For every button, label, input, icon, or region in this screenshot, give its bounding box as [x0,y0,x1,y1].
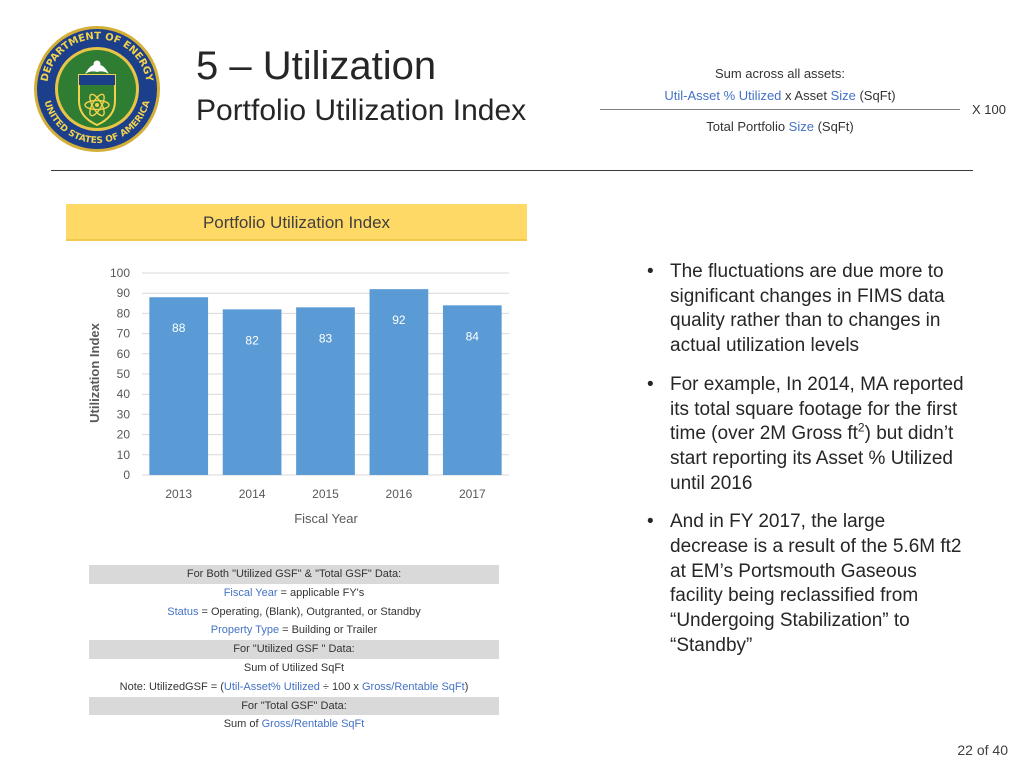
notes-property-type: Property Type [210,624,280,637]
notes-util-asset: Util-Asset% Utilized [223,680,320,693]
y-tick-label: 90 [117,286,131,300]
formula-multiplier: X 100 [972,102,1006,117]
notes-gross-rentable: Gross/Rentable SqFt [361,680,465,693]
notes-row: Fiscal Year = applicable FY's [89,584,499,603]
doe-seal-logo: DEPARTMENT OF ENERGY UNITED STATES OF AM… [34,26,160,152]
bullet-item: And in FY 2017, the large decrease is a … [646,510,966,658]
x-axis-label: Fiscal Year [294,511,358,526]
notes-row: For Both "Utilized GSF" & "Total GSF" Da… [89,565,499,584]
formula-denominator: Total Portfolio Size (SqFt) [600,119,960,134]
notes-times: ÷ 100 x [319,680,362,693]
slide-title: 5 – Utilization [196,44,437,88]
y-tick-label: 60 [117,347,131,361]
page-number: 22 of 40 [957,742,1008,758]
y-tick-label: 70 [117,327,131,341]
y-tick-label: 100 [110,266,130,280]
y-tick-label: 10 [117,448,131,462]
bar-2017 [442,305,502,475]
y-tick-label: 20 [117,428,131,442]
bar-2015 [296,307,355,475]
x-tick-label: 2015 [312,487,339,501]
formula-denominator-size: Size [788,119,814,134]
notes-fiscal-year: Fiscal Year [223,586,278,599]
formula-util-asset: Util-Asset % Utilized [664,88,782,103]
notes-row: Sum of Gross/Rentable SqFt [89,715,499,734]
utilization-bar-chart: 0 10 20 30 40 50 60 70 80 90 100 88 82 83 92 84 2013 20… [87,266,509,526]
notes-row: Note: UtilizedGSF = (Util-Asset% Utilize… [59,678,529,697]
formula-total-portfolio: Total Portfolio [706,119,789,134]
notes-status-value: = Operating, (Blank), Outgranted, or Sta… [198,605,421,618]
title-divider [51,170,973,171]
y-tick-label: 40 [117,387,131,401]
fraction-line [600,109,960,110]
bullet-text: For example, In 2014, MA reported its to… [670,373,964,445]
formula-unit: (SqFt) [855,88,896,103]
notes-utilized-gsf: Note: UtilizedGSF = ( [119,680,224,693]
chart-header: Portfolio Utilization Index [66,204,527,241]
notes-status: Status [167,605,199,618]
bar-2016 [369,289,429,475]
notes-row: For "Total GSF" Data: [89,696,499,716]
bar-value-label: 92 [392,313,406,327]
notes-property-type-value: = Building or Trailer [279,624,378,637]
y-axis-label: Utilization Index [87,322,102,422]
data-notes-table: For Both "Utilized GSF" & "Total GSF" Da… [89,565,499,734]
formula-block: Sum across all assets: Util-Asset % Util… [600,66,1020,146]
x-tick-label: 2017 [459,487,486,501]
formula-numerator: Util-Asset % Utilized x Asset Size (SqFt… [600,88,960,103]
slide-subtitle: Portfolio Utilization Index [196,94,527,127]
bar-value-label: 82 [245,333,259,347]
notes-row: Property Type = Building or Trailer [89,621,499,640]
notes-row: For "Utilized GSF " Data: [89,640,499,659]
bar-2014 [222,309,282,475]
x-tick-label: 2016 [386,487,413,501]
superscript: 2 [857,420,865,435]
y-tick-label: 50 [117,367,131,381]
formula-times-asset: x Asset [781,88,831,103]
bar-value-label: 84 [466,329,480,343]
notes-fiscal-year-value: = applicable FY's [277,586,365,599]
bullet-item: The fluctuations are due more to signifi… [646,260,966,359]
commentary-bullets: The fluctuations are due more to signifi… [646,260,966,673]
notes-row: Sum of Utilized SqFt [243,661,345,674]
y-tick-label: 80 [117,306,131,320]
notes-gross-rentable-total: Gross/Rentable SqFt [261,718,365,731]
y-tick-label: 30 [117,407,131,421]
x-tick-label: 2014 [239,487,266,501]
formula-caption: Sum across all assets: [714,66,846,81]
bullet-item: For example, In 2014, MA reported its to… [646,373,966,497]
bullet-text: ) but didn’t start reporting its Asset %… [670,423,954,494]
x-tick-label: 2013 [165,487,192,501]
notes-row: Status = Operating, (Blank), Outgranted,… [89,603,499,622]
notes-sum-of: Sum of [223,718,262,731]
y-tick-label: 0 [123,468,130,482]
formula-denominator-unit: (SqFt) [813,119,854,134]
bar-value-label: 88 [172,321,186,335]
formula-size: Size [830,88,856,103]
notes-close-paren: ) [464,680,469,693]
bar-2013 [149,297,209,475]
bar-value-label: 83 [319,331,333,345]
